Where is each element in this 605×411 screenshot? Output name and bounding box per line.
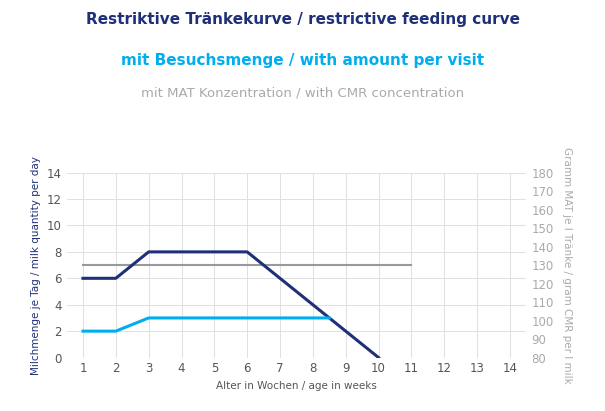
X-axis label: Alter in Wochen / age in weeks: Alter in Wochen / age in weeks (216, 381, 377, 391)
Text: mit Besuchsmenge / with amount per visit: mit Besuchsmenge / with amount per visit (121, 53, 484, 68)
Text: Restriktive Tränkekurve / restrictive feeding curve: Restriktive Tränkekurve / restrictive fe… (85, 12, 520, 27)
Text: mit MAT Konzentration / with CMR concentration: mit MAT Konzentration / with CMR concent… (141, 86, 464, 99)
Y-axis label: Milchmenge je Tag / milk quantity per day: Milchmenge je Tag / milk quantity per da… (31, 156, 41, 374)
Y-axis label: Gramm MAT je l Tränke / gram CMR per l milk: Gramm MAT je l Tränke / gram CMR per l m… (562, 147, 572, 383)
